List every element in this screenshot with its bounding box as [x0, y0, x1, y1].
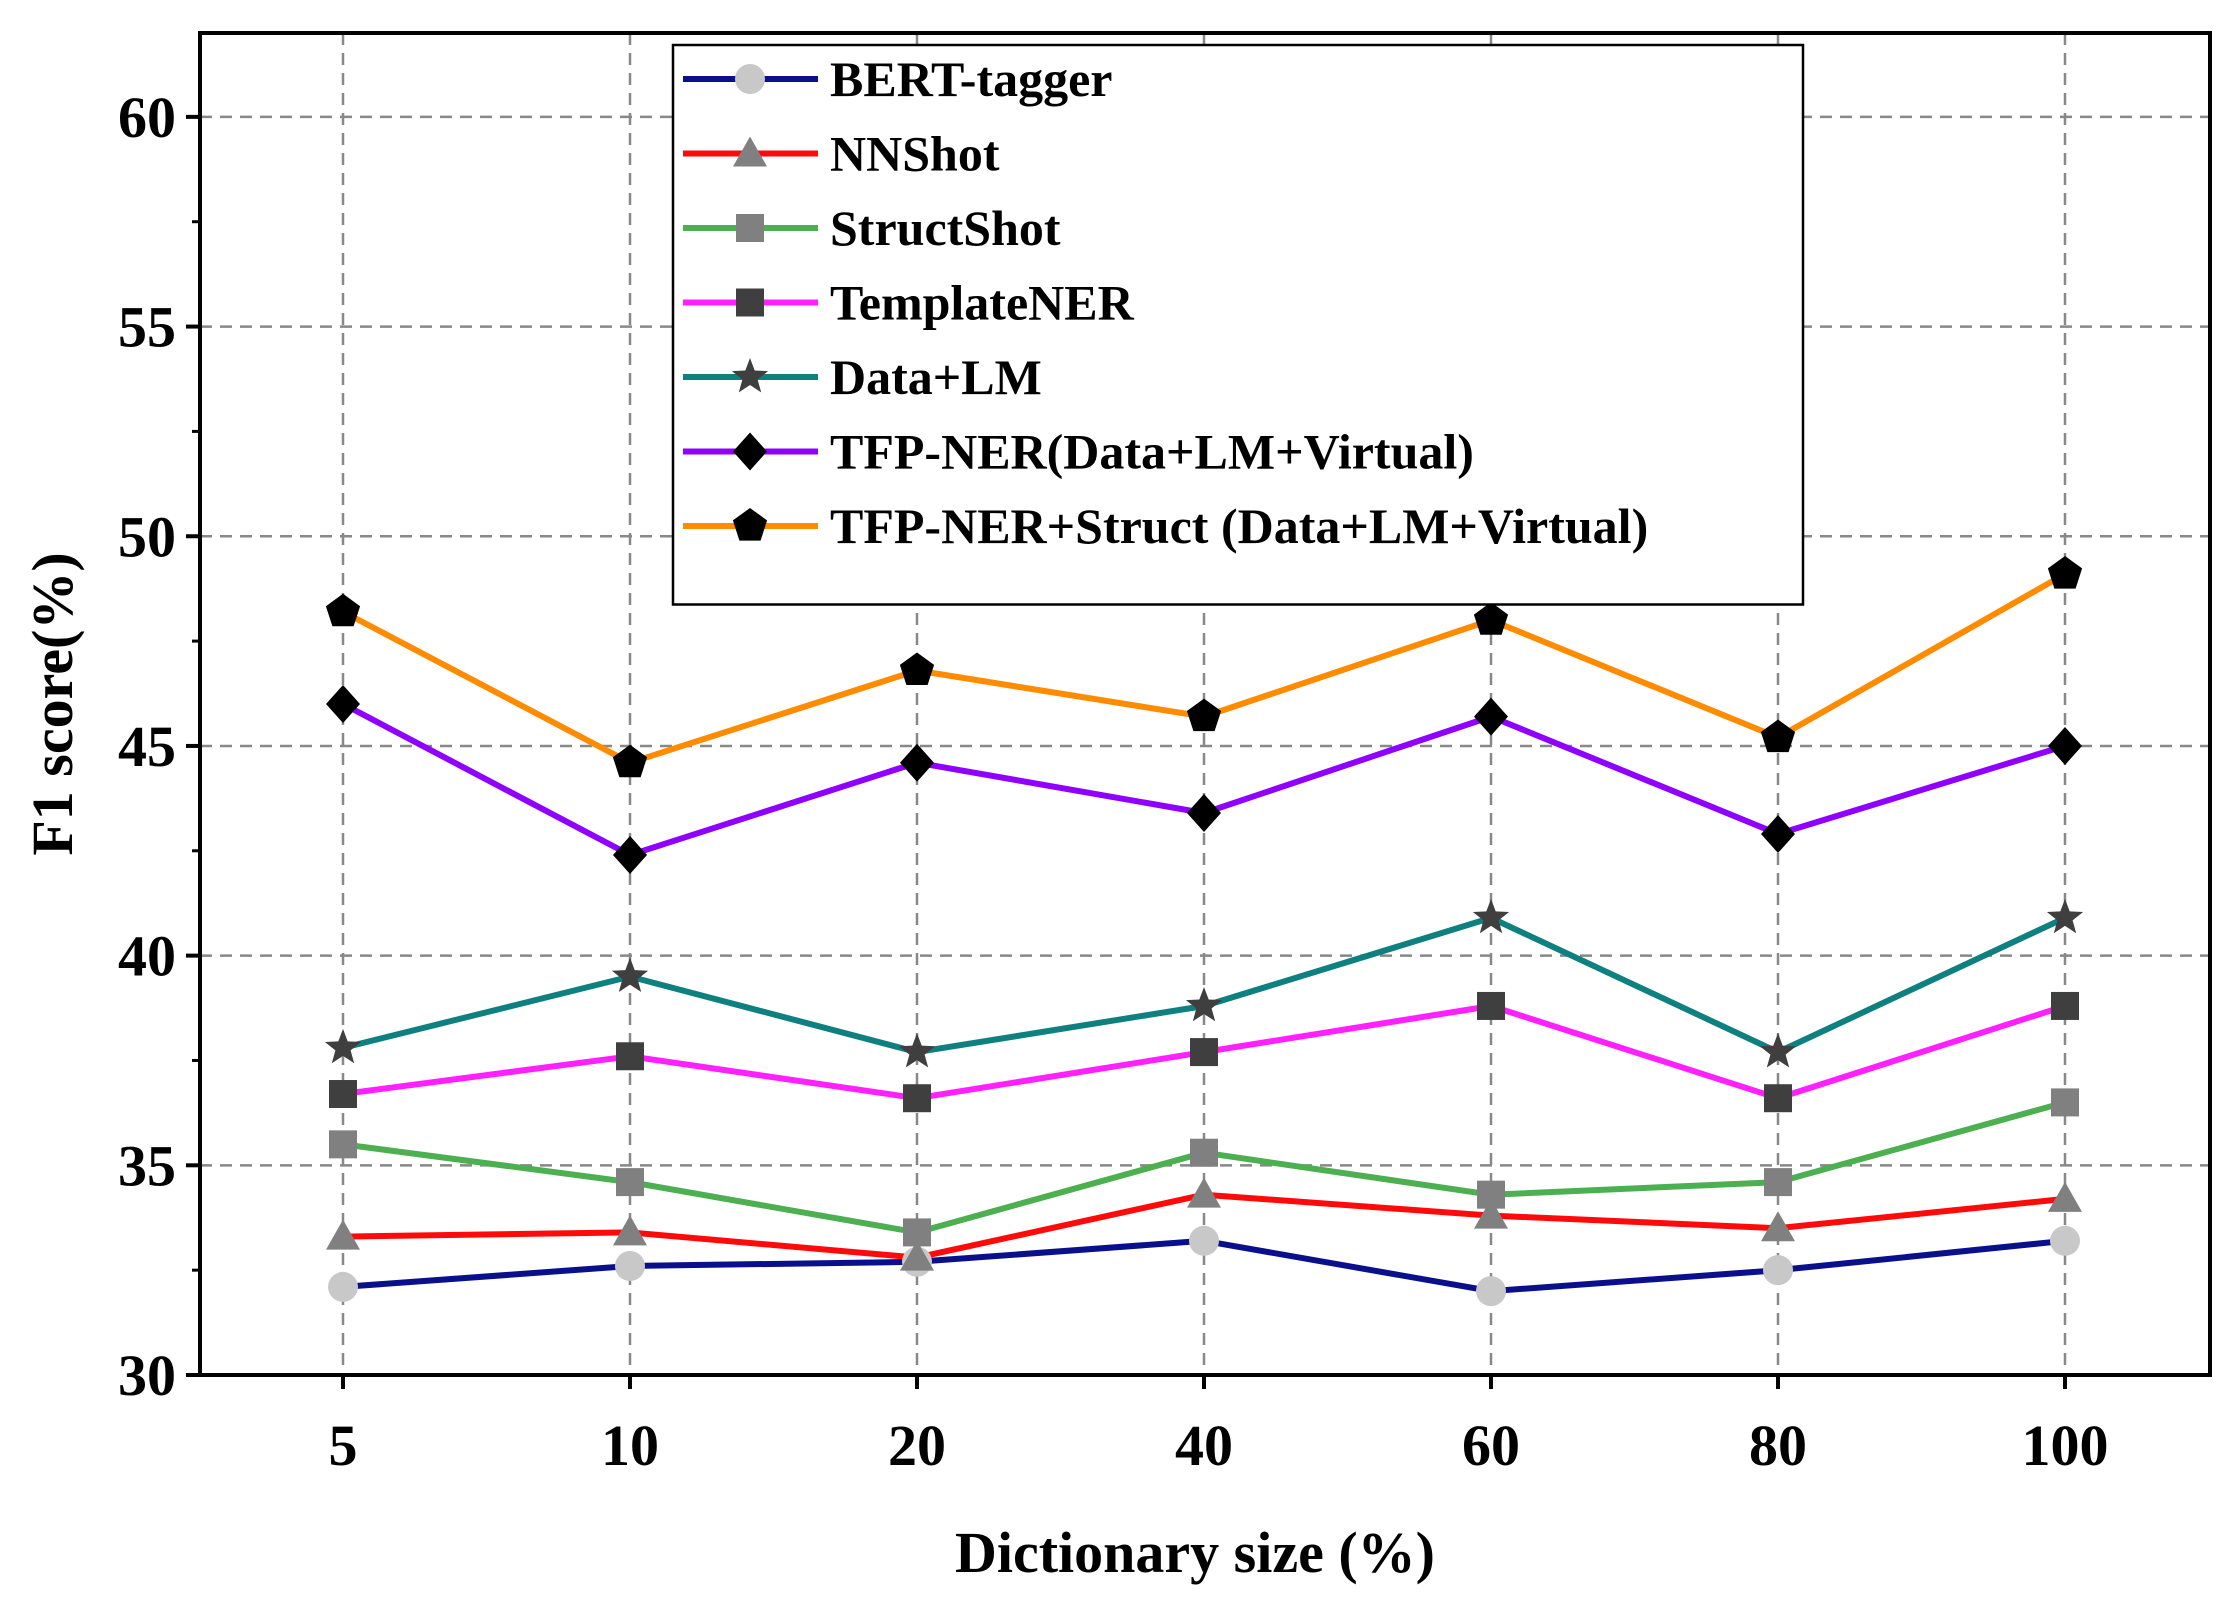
- x-tick-label: 20: [888, 1413, 946, 1478]
- legend-marker-3: [736, 288, 764, 317]
- legend-label-2: StructShot: [830, 200, 1061, 256]
- data-point-5-0: [326, 685, 360, 723]
- data-point-6-6: [2047, 556, 2083, 589]
- data-point-5-6: [2048, 726, 2082, 765]
- data-point-2-4: [1477, 1180, 1505, 1209]
- x-tick-label: 5: [329, 1413, 358, 1478]
- data-point-2-0: [329, 1130, 357, 1159]
- data-point-1-0: [326, 1219, 360, 1250]
- data-point-2-3: [1190, 1138, 1218, 1167]
- data-point-0-0: [328, 1271, 358, 1302]
- legend-label-1: NNShot: [830, 126, 1000, 182]
- x-tick-label: 40: [1175, 1413, 1233, 1478]
- data-point-0-4: [1476, 1276, 1506, 1307]
- data-point-3-5: [1764, 1084, 1792, 1113]
- legend-marker-4: [731, 358, 769, 393]
- data-point-1-3: [1187, 1177, 1221, 1208]
- legend-label-6: TFP-NER+Struct (Data+LM+Virtual): [830, 498, 1648, 554]
- legend-box: [671, 43, 1805, 606]
- y-tick-label: 50: [118, 504, 176, 569]
- data-point-2-2: [903, 1218, 931, 1247]
- data-point-0-5: [1763, 1255, 1793, 1286]
- y-axis-title: F1 score(%): [20, 552, 85, 855]
- data-point-4-2: [898, 1033, 936, 1068]
- data-point-2-6: [2051, 1088, 2079, 1117]
- data-point-0-6: [2050, 1225, 2080, 1256]
- x-axis-title: Dictionary size (%): [955, 1520, 1435, 1585]
- legend-marker-1: [733, 136, 767, 167]
- legend-marker-0: [735, 64, 765, 94]
- data-point-4-3: [1185, 987, 1223, 1022]
- data-point-5-4: [1474, 697, 1508, 736]
- data-point-0-3: [1189, 1225, 1219, 1256]
- y-tick-label: 40: [118, 924, 176, 989]
- data-point-4-5: [1759, 1033, 1797, 1068]
- data-point-3-3: [1190, 1038, 1218, 1067]
- legend-label-5: TFP-NER(Data+LM+Virtual): [830, 424, 1474, 480]
- data-point-6-3: [1186, 698, 1222, 732]
- data-point-3-6: [2051, 991, 2079, 1020]
- legend-label-3: TemplateNER: [830, 275, 1135, 331]
- data-point-1-5: [1761, 1211, 1795, 1242]
- series-markers: [324, 556, 2084, 1307]
- data-point-5-2: [900, 743, 934, 782]
- y-tick-label: 60: [118, 85, 176, 150]
- legend: BERT-tagger NNShot StructShot TemplateNER Da…: [671, 43, 1805, 606]
- data-point-4-0: [324, 1028, 362, 1064]
- data-point-0-1: [615, 1250, 645, 1281]
- data-point-4-1: [611, 957, 649, 992]
- data-point-5-5: [1761, 815, 1795, 854]
- x-tick-label: 10: [601, 1413, 659, 1478]
- data-point-6-2: [899, 652, 935, 685]
- data-point-2-5: [1764, 1168, 1792, 1197]
- data-point-5-1: [613, 835, 647, 874]
- y-tick-label: 45: [118, 714, 176, 779]
- legend-label-4: Data+LM: [830, 349, 1042, 405]
- data-point-1-4: [1474, 1198, 1508, 1229]
- x-tick-label: 60: [1462, 1413, 1520, 1478]
- y-tick-label: 55: [118, 295, 176, 360]
- y-tick-label: 30: [118, 1343, 176, 1408]
- legend-label-0: BERT-tagger: [830, 51, 1113, 107]
- axis-ticks: 30 35 40 45 50 55 60 5 10 20 40 60 80 100: [118, 85, 2109, 1478]
- data-point-1-2: [900, 1240, 934, 1271]
- data-point-2-1: [616, 1168, 644, 1197]
- data-point-4-4: [1472, 898, 1510, 934]
- x-tick-label: 80: [1749, 1413, 1807, 1478]
- legend-marker-5: [733, 432, 767, 471]
- data-point-6-1: [612, 744, 648, 778]
- data-point-3-4: [1477, 991, 1505, 1020]
- data-point-1-1: [613, 1215, 647, 1246]
- data-point-3-2: [903, 1084, 931, 1113]
- data-point-3-1: [616, 1042, 644, 1071]
- data-point-3-0: [329, 1080, 357, 1109]
- data-point-5-3: [1187, 794, 1221, 833]
- data-point-1-6: [2048, 1181, 2082, 1212]
- legend-marker-2: [736, 214, 764, 242]
- data-point-6-0: [325, 593, 361, 627]
- data-point-4-6: [2046, 898, 2084, 934]
- data-point-6-4: [1473, 602, 1509, 635]
- x-tick-label: 100: [2022, 1413, 2109, 1478]
- legend-marker-6: [732, 508, 768, 541]
- data-point-6-5: [1760, 719, 1796, 753]
- y-tick-label: 35: [118, 1133, 176, 1198]
